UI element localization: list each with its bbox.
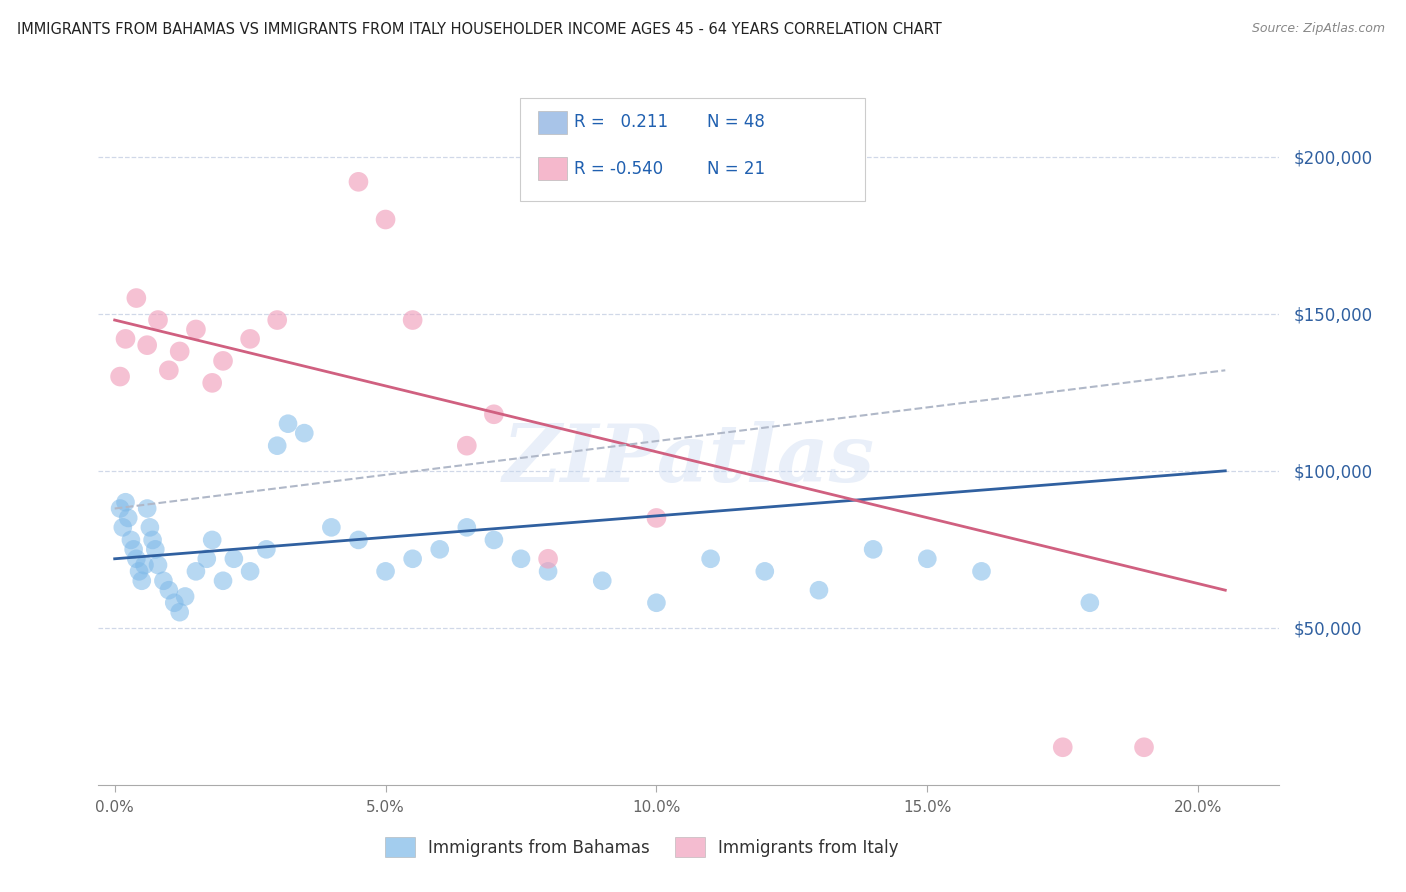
Point <box>125 551 148 566</box>
Point <box>254 542 277 557</box>
Point <box>537 551 560 566</box>
Point <box>482 533 505 547</box>
Point <box>131 574 153 588</box>
Text: R =   0.211: R = 0.211 <box>574 113 668 131</box>
Point <box>970 565 993 579</box>
Point <box>146 313 169 327</box>
Point <box>142 533 165 547</box>
Point <box>510 551 533 566</box>
Point <box>374 565 396 579</box>
Point <box>139 520 162 534</box>
Point <box>169 344 191 359</box>
Point <box>125 291 148 305</box>
Point <box>292 426 315 441</box>
Point <box>146 558 169 572</box>
Point <box>114 495 136 509</box>
Point <box>1078 596 1101 610</box>
Point <box>134 558 156 572</box>
Text: ZIPatlas: ZIPatlas <box>503 421 875 499</box>
Text: N = 21: N = 21 <box>707 160 765 178</box>
Point <box>862 542 884 557</box>
Point <box>184 565 207 579</box>
Point <box>111 520 134 534</box>
Text: Source: ZipAtlas.com: Source: ZipAtlas.com <box>1251 22 1385 36</box>
Point <box>699 551 721 566</box>
Point <box>321 520 343 534</box>
Point <box>143 542 166 557</box>
Point <box>456 439 478 453</box>
Point <box>482 407 505 421</box>
Point <box>401 551 423 566</box>
Point <box>807 583 830 598</box>
Point <box>917 551 939 566</box>
Point <box>169 605 191 619</box>
Point <box>212 574 235 588</box>
Text: R = -0.540: R = -0.540 <box>574 160 662 178</box>
Legend: Immigrants from Bahamas, Immigrants from Italy: Immigrants from Bahamas, Immigrants from… <box>378 830 905 863</box>
Point <box>128 565 150 579</box>
Point <box>266 439 288 453</box>
Point <box>374 212 396 227</box>
Point <box>122 542 145 557</box>
Point <box>429 542 451 557</box>
Point <box>108 369 131 384</box>
Text: IMMIGRANTS FROM BAHAMAS VS IMMIGRANTS FROM ITALY HOUSEHOLDER INCOME AGES 45 - 64: IMMIGRANTS FROM BAHAMAS VS IMMIGRANTS FR… <box>17 22 942 37</box>
Point <box>1133 740 1156 755</box>
Point <box>277 417 299 431</box>
Point <box>239 332 262 346</box>
Point <box>157 363 180 377</box>
Point <box>645 511 668 525</box>
Point <box>108 501 131 516</box>
Point <box>266 313 288 327</box>
Point <box>222 551 245 566</box>
Point <box>152 574 174 588</box>
Point <box>120 533 142 547</box>
Point <box>645 596 668 610</box>
Point <box>401 313 423 327</box>
Point <box>184 322 207 336</box>
Point <box>239 565 262 579</box>
Point <box>163 596 186 610</box>
Point <box>157 583 180 598</box>
Point <box>347 533 370 547</box>
Point <box>1052 740 1074 755</box>
Point <box>212 354 235 368</box>
Point <box>347 175 370 189</box>
Text: N = 48: N = 48 <box>707 113 765 131</box>
Point <box>136 501 159 516</box>
Point <box>754 565 776 579</box>
Point <box>537 565 560 579</box>
Point <box>201 376 224 390</box>
Point <box>201 533 224 547</box>
Point <box>117 511 139 525</box>
Point <box>174 590 197 604</box>
Point <box>456 520 478 534</box>
Point <box>114 332 136 346</box>
Point <box>591 574 613 588</box>
Point <box>136 338 159 352</box>
Point <box>195 551 218 566</box>
